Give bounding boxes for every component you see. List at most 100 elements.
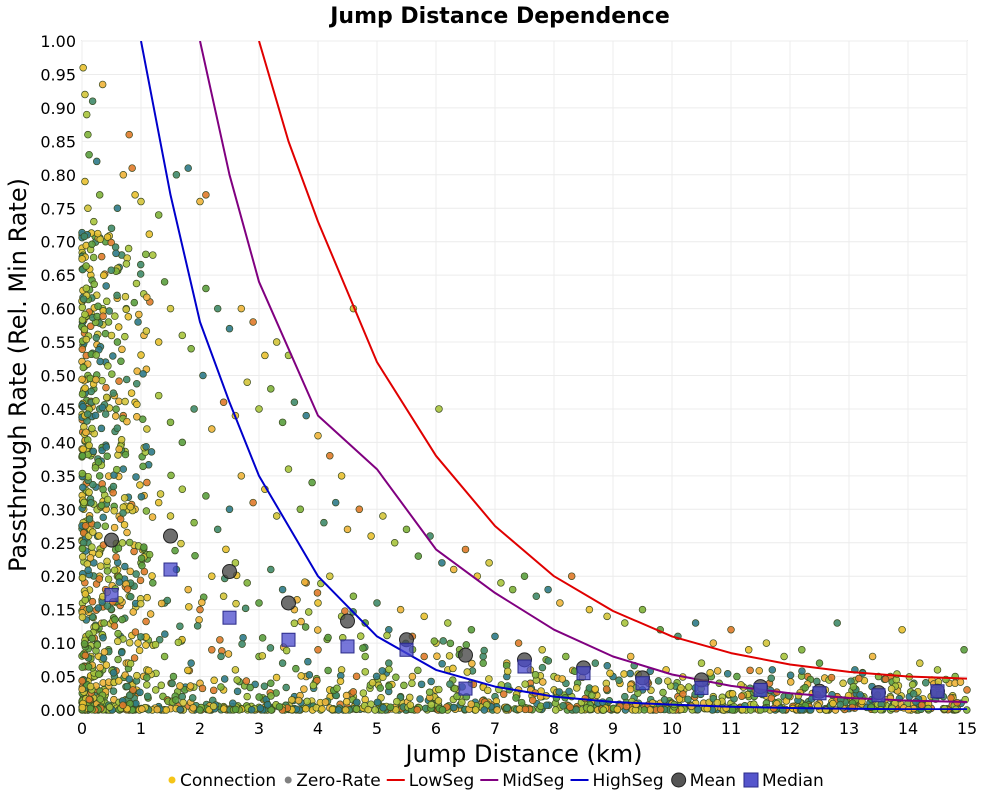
connection-point (297, 672, 305, 680)
connection-point (136, 481, 144, 489)
connection-point (849, 682, 858, 691)
connection-point (461, 545, 470, 554)
connection-point (133, 671, 141, 680)
connection-point (278, 585, 287, 594)
chart-title: Jump Distance Dependence (328, 4, 670, 29)
connection-point (956, 678, 965, 686)
connection-point (111, 412, 120, 420)
connection-point (425, 688, 434, 697)
connection-point (95, 472, 104, 480)
connection-point (848, 703, 857, 712)
connection-point (101, 410, 110, 418)
connection-point (142, 442, 150, 451)
connection-point (103, 233, 112, 241)
connection-point (143, 425, 151, 433)
connection-point (246, 683, 254, 692)
connection-point (97, 501, 106, 510)
connection-point (833, 619, 841, 627)
connection-point (208, 572, 216, 580)
connection-point (110, 507, 118, 515)
connection-point (88, 597, 97, 606)
connection-point (118, 345, 126, 354)
connection-point (113, 338, 122, 346)
connection-point (328, 705, 337, 714)
connection-point (123, 682, 131, 691)
connection-point (131, 191, 139, 199)
legend-label: Median (762, 771, 824, 791)
connection-point (334, 706, 343, 714)
connection-point (202, 284, 210, 293)
connection-point (420, 652, 428, 661)
y-tick-label: 0.35 (40, 467, 76, 486)
connection-point (98, 403, 107, 412)
connection-point (113, 204, 122, 213)
connection-point (314, 599, 322, 607)
connection-point (921, 679, 930, 687)
connection-point (376, 684, 385, 692)
connection-point (493, 706, 501, 714)
connection-point (88, 528, 97, 536)
connection-point (746, 666, 754, 675)
connection-point (129, 608, 137, 616)
y-tick-label: 0.20 (40, 567, 76, 586)
x-tick-label: 11 (721, 719, 741, 738)
connection-point (87, 387, 95, 396)
connection-point (96, 663, 104, 672)
connection-point (136, 688, 144, 697)
connection-point (94, 458, 103, 466)
connection-point (152, 686, 160, 694)
connection-point (727, 625, 735, 634)
connection-point (300, 685, 308, 693)
connection-point (177, 539, 185, 548)
connection-point (78, 677, 86, 685)
connection-point (84, 204, 92, 213)
connection-point (231, 705, 240, 714)
connection-point (107, 266, 115, 274)
connection-point (308, 478, 316, 487)
connection-point (449, 565, 458, 574)
connection-point (767, 674, 775, 682)
connection-point (343, 525, 352, 534)
connection-point (136, 260, 145, 269)
connection-point (91, 622, 100, 631)
connection-point (123, 417, 131, 426)
connection-point (86, 704, 95, 713)
connection-point (446, 639, 455, 648)
x-tick-label: 13 (839, 719, 859, 738)
connection-point (184, 585, 192, 594)
connection-point (408, 679, 416, 688)
legend-item-median: Median (743, 771, 824, 791)
connection-point (485, 675, 493, 683)
connection-point (220, 675, 229, 683)
connection-point (887, 685, 896, 693)
median-marker (930, 684, 945, 699)
connection-point (405, 693, 414, 702)
connection-point (94, 604, 103, 612)
connection-point (438, 660, 446, 668)
connection-point (142, 617, 150, 626)
connection-point (186, 682, 195, 690)
connection-point (243, 579, 251, 587)
x-tick-label: 4 (313, 719, 323, 738)
connection-point (556, 599, 564, 607)
connection-point (301, 578, 309, 586)
connection-point (110, 566, 119, 575)
connection-point (97, 424, 106, 433)
connection-point (713, 698, 722, 707)
connection-point (542, 701, 551, 710)
connection-point (706, 669, 714, 677)
legend-label: Connection (180, 771, 276, 791)
connection-point (217, 683, 225, 691)
connection-point (88, 543, 96, 551)
connection-point (217, 652, 225, 661)
connection-point (102, 443, 111, 451)
connection-point (135, 646, 144, 655)
connection-point (320, 518, 328, 527)
y-axis-label: Passthrough Rate (Rel. Min Rate) (4, 178, 32, 572)
connection-point (341, 706, 350, 714)
connection-point (123, 585, 132, 593)
connection-point (176, 705, 184, 714)
connection-point (146, 610, 155, 618)
connection-point (664, 677, 672, 685)
